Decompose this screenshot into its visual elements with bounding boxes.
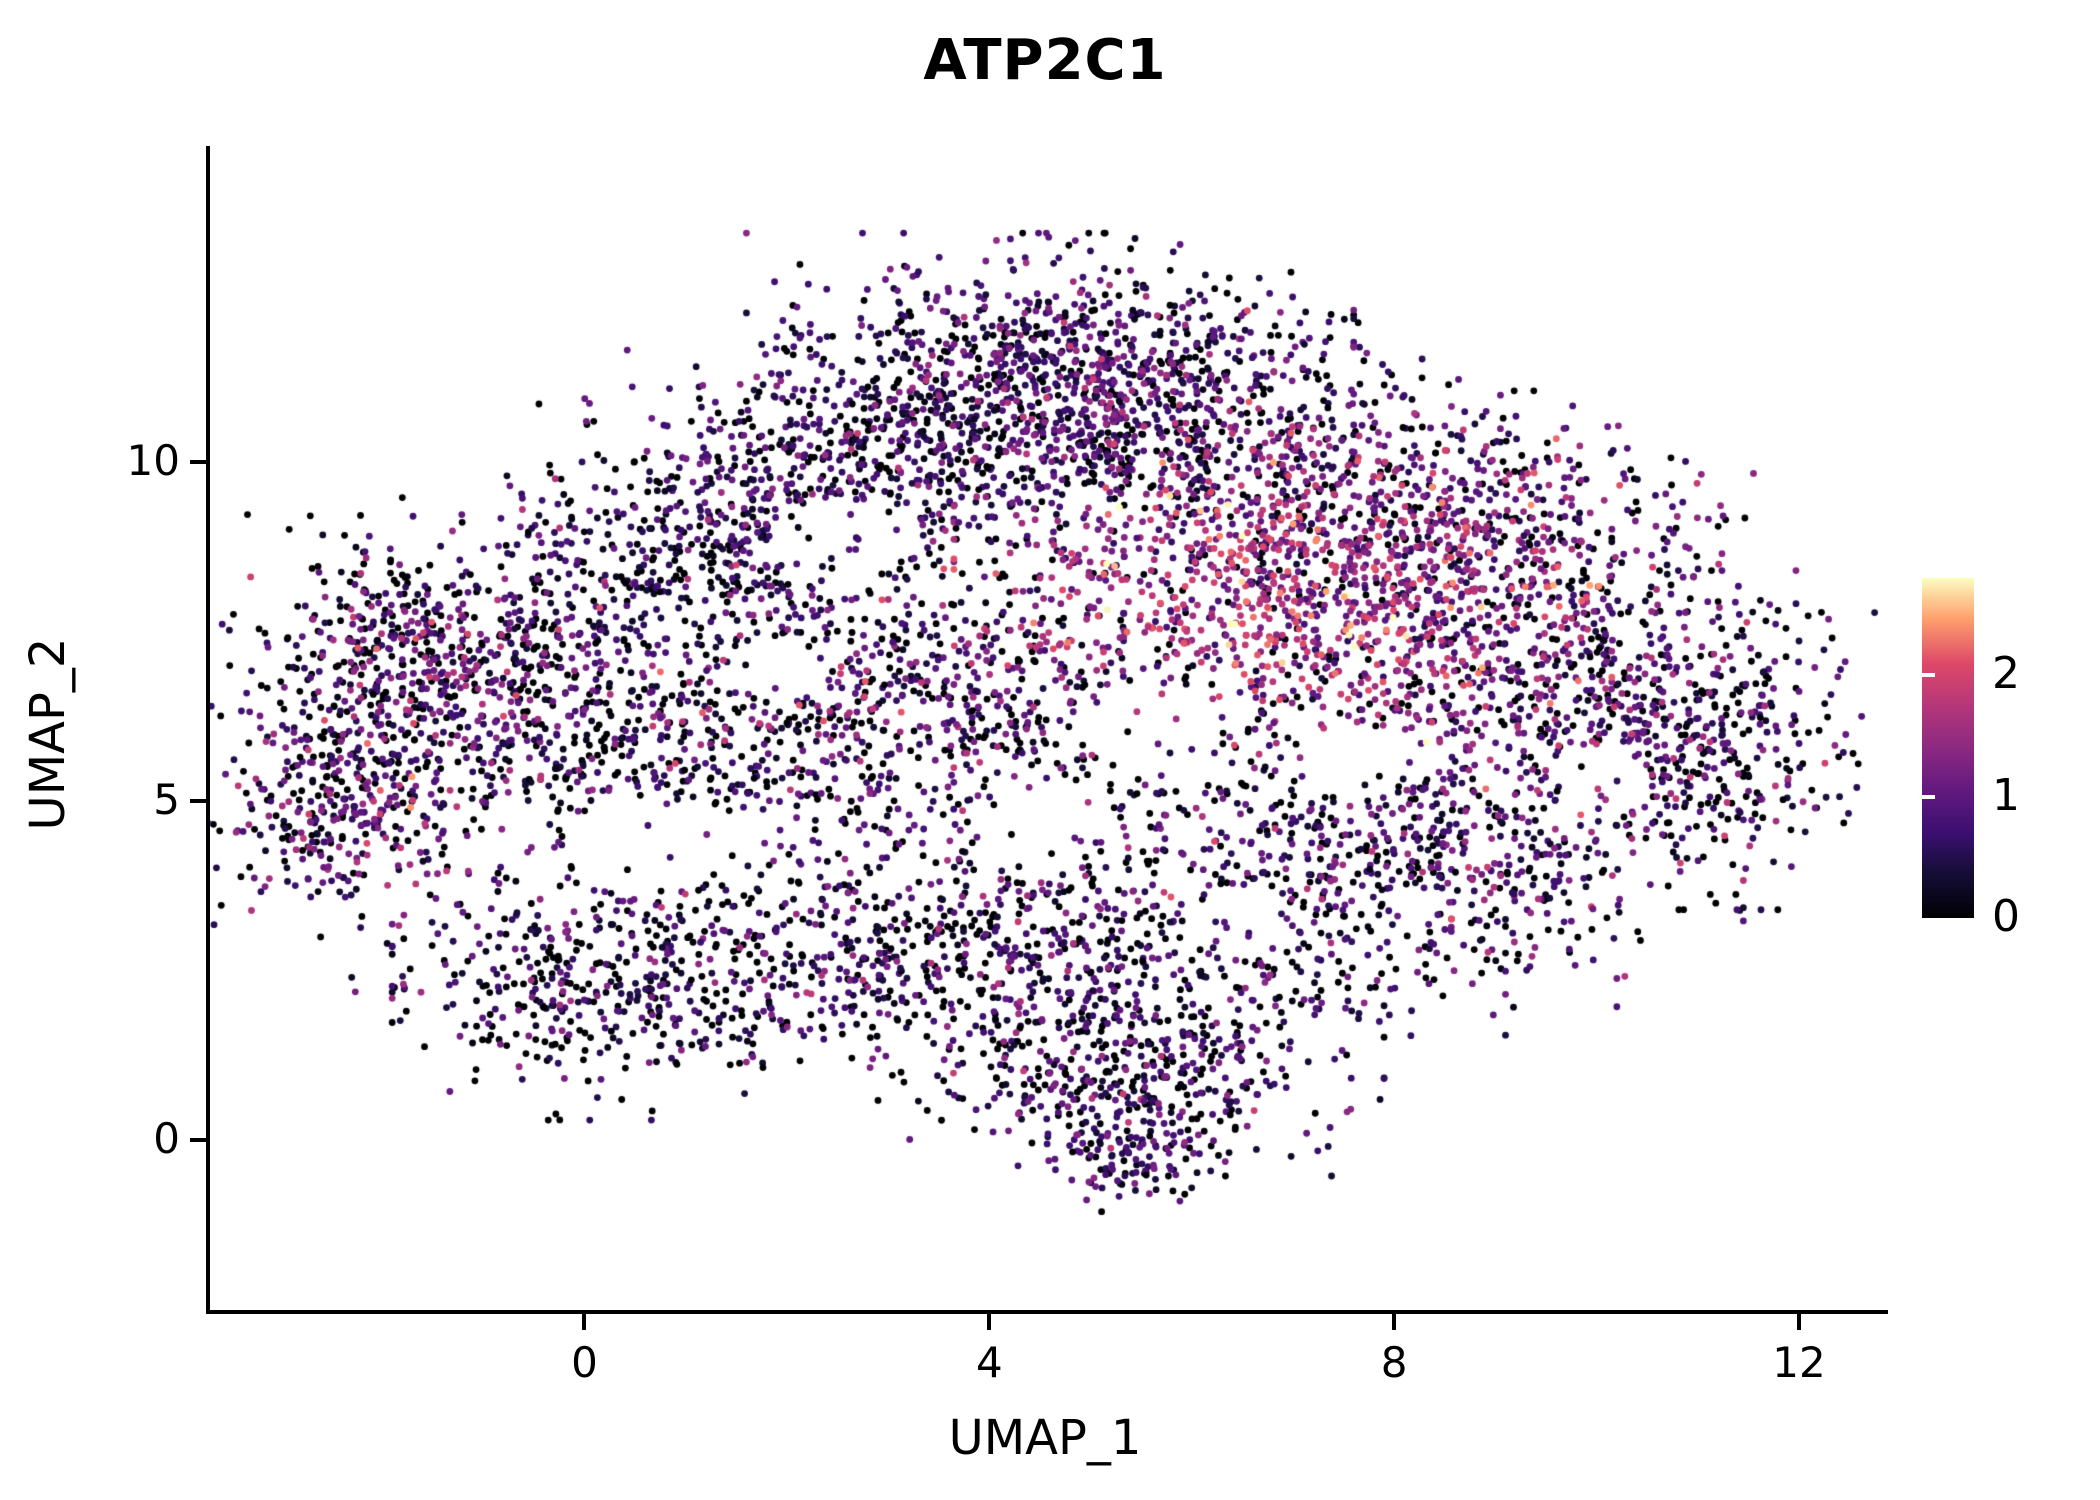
y-axis-title: UMAP_2	[20, 637, 76, 831]
y-tick-label: 10	[126, 436, 180, 486]
colorbar-tick-mark	[1922, 673, 1935, 678]
colorbar-tick-label: 2	[1992, 648, 2020, 700]
y-tick-label: 5	[153, 775, 180, 825]
x-tick-label: 8	[1380, 1338, 1408, 1387]
colorbar-tick-label: 1	[1992, 769, 2020, 821]
y-tick-mark	[190, 460, 206, 465]
colorbar-gradient	[1922, 578, 1974, 918]
plot-panel	[210, 150, 1880, 1310]
y-axis-line	[206, 146, 210, 1314]
colorbar-tick-label: 0	[1992, 891, 2020, 942]
y-tick-label: 0	[153, 1114, 180, 1164]
colorbar	[1922, 578, 1974, 918]
x-tick-mark	[1392, 1314, 1397, 1330]
y-tick-mark	[190, 1138, 206, 1143]
x-tick-mark	[1797, 1314, 1802, 1330]
chart-title: ATP2C1	[923, 28, 1167, 93]
y-tick-mark	[190, 799, 206, 804]
x-tick-mark	[987, 1314, 992, 1330]
x-tick-label: 12	[1772, 1338, 1826, 1387]
colorbar-tick-mark	[1922, 794, 1935, 799]
x-axis-line	[206, 1310, 1888, 1314]
x-tick-label: 0	[571, 1338, 598, 1387]
x-tick-label: 4	[975, 1338, 1003, 1387]
x-tick-mark	[582, 1314, 587, 1330]
umap-scatter-canvas	[210, 150, 1880, 1310]
x-axis-title: UMAP_1	[948, 1410, 1142, 1466]
